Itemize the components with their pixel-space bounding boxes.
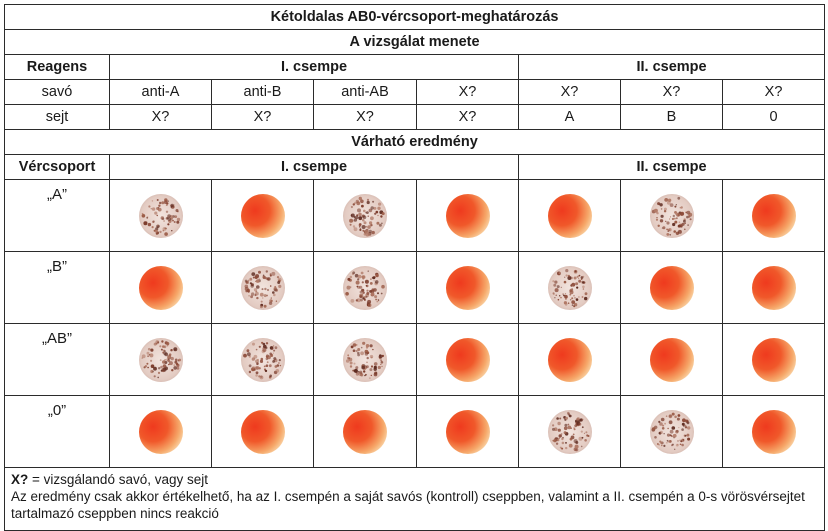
clear-drop-icon	[445, 265, 490, 310]
results-plate1-header: I. csempe	[109, 154, 519, 180]
blood-group-label: „AB”	[4, 323, 110, 396]
result-cell	[313, 395, 417, 468]
cell-cell: X?	[211, 104, 314, 130]
footnote-key-text: = vizsgálandó savó, vagy sejt	[28, 472, 208, 487]
cell-row: sejt X? X? X? X? A B 0	[4, 104, 826, 130]
clear-drop-icon	[445, 409, 490, 454]
result-cell	[620, 251, 723, 324]
result-cell	[109, 395, 212, 468]
clear-drop-icon	[751, 337, 796, 382]
agglutinated-drop-icon	[240, 265, 285, 310]
blood-group-label: „B”	[4, 251, 110, 324]
footnote: X? = vizsgálandó savó, vagy sejt Az ered…	[4, 467, 825, 531]
clear-drop-icon	[240, 409, 285, 454]
result-cell	[416, 179, 519, 252]
result-cell	[109, 179, 212, 252]
clear-drop-icon	[138, 265, 183, 310]
result-cell	[211, 179, 314, 252]
results-heading: Várható eredmény	[3, 129, 826, 155]
result-cell	[211, 251, 314, 324]
agglutinated-drop-icon	[649, 193, 694, 238]
serum-cell: X?	[721, 79, 826, 105]
result-cell	[722, 323, 825, 396]
agglutinated-drop-icon	[547, 409, 592, 454]
cell-cell: X?	[313, 104, 417, 130]
plate2-header: II. csempe	[517, 54, 826, 80]
result-cell	[722, 179, 825, 252]
blood-group-label: „A”	[4, 179, 110, 252]
footnote-key-line: X? = vizsgálandó savó, vagy sejt	[11, 471, 818, 488]
result-cell	[518, 251, 621, 324]
result-cell	[313, 251, 417, 324]
serum-cell: anti-B	[211, 79, 314, 105]
clear-drop-icon	[445, 193, 490, 238]
clear-drop-icon	[751, 193, 796, 238]
serum-label: savó	[4, 79, 110, 105]
clear-drop-icon	[445, 337, 490, 382]
table-title: Kétoldalas AB0-vércsoport-meghatározás	[3, 4, 826, 30]
agglutinated-drop-icon	[547, 265, 592, 310]
serum-cell: anti-AB	[313, 79, 417, 105]
results-plate2-header: II. csempe	[517, 154, 826, 180]
result-row: „B”	[4, 251, 825, 324]
result-cell	[620, 179, 723, 252]
result-cell	[416, 323, 519, 396]
blood-typing-table-container: Kétoldalas AB0-vércsoport-meghatározás A…	[3, 4, 826, 531]
result-cell	[313, 323, 417, 396]
result-cell	[109, 323, 212, 396]
agglutinated-drop-icon	[343, 337, 387, 382]
result-row: „0”	[4, 395, 825, 468]
result-cell	[518, 395, 621, 468]
serum-row: savó anti-A anti-B anti-AB X? X? X? X?	[4, 79, 826, 105]
result-cell	[313, 179, 417, 252]
results-grid: „A” „B” „AB” „0” X? = vizsgálandó savó, vag…	[4, 179, 825, 531]
clear-drop-icon	[649, 265, 694, 310]
footnote-note: Az eredmény csak akkor értékelhető, ha a…	[11, 489, 805, 521]
cell-label: sejt	[4, 104, 110, 130]
result-cell	[211, 395, 314, 468]
footnote-key: X?	[11, 472, 29, 487]
agglutinated-drop-icon	[649, 409, 694, 454]
blood-group-label: „0”	[4, 395, 110, 468]
agglutinated-drop-icon	[138, 337, 183, 382]
result-row: „A”	[4, 179, 825, 252]
result-cell	[416, 395, 519, 468]
clear-drop-icon	[240, 193, 285, 238]
clear-drop-icon	[649, 337, 694, 382]
serum-cell: X?	[620, 79, 723, 105]
agglutinated-drop-icon	[240, 337, 285, 382]
clear-drop-icon	[343, 409, 387, 454]
serum-cell: anti-A	[109, 79, 212, 105]
clear-drop-icon	[138, 409, 183, 454]
serum-cell: X?	[416, 79, 519, 105]
cell-cell: X?	[416, 104, 519, 130]
clear-drop-icon	[547, 337, 592, 382]
group-label: Vércsoport	[4, 154, 110, 180]
cell-cell: B	[620, 104, 723, 130]
clear-drop-icon	[751, 265, 796, 310]
result-cell	[518, 323, 621, 396]
cell-cell: A	[518, 104, 621, 130]
clear-drop-icon	[751, 409, 796, 454]
cell-cell: 0	[721, 104, 826, 130]
agglutinated-drop-icon	[343, 193, 387, 238]
reagent-label: Reagens	[4, 54, 110, 80]
serum-cell: X?	[518, 79, 621, 105]
procedure-heading: A vizsgálat menete	[3, 29, 826, 55]
plate1-header: I. csempe	[109, 54, 519, 80]
result-cell	[518, 179, 621, 252]
result-cell	[416, 251, 519, 324]
result-cell	[620, 323, 723, 396]
cell-cell: X?	[109, 104, 212, 130]
clear-drop-icon	[547, 193, 592, 238]
agglutinated-drop-icon	[138, 193, 183, 238]
result-cell	[109, 251, 212, 324]
result-row: „AB”	[4, 323, 825, 396]
result-cell	[620, 395, 723, 468]
result-cell	[722, 251, 825, 324]
blood-typing-table: Kétoldalas AB0-vércsoport-meghatározás A…	[3, 4, 826, 180]
result-cell	[211, 323, 314, 396]
result-cell	[722, 395, 825, 468]
agglutinated-drop-icon	[343, 265, 387, 310]
